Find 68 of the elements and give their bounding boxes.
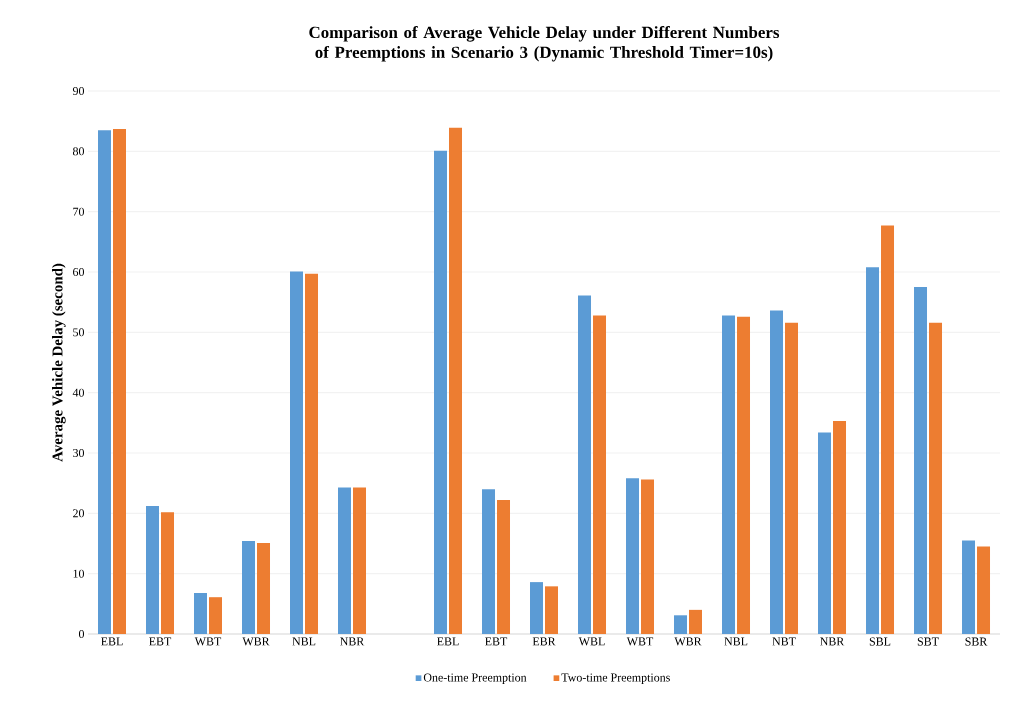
x-tick-label: NBT (772, 637, 796, 646)
x-tick-label: WBL (578, 637, 605, 646)
bar (161, 512, 174, 634)
bar (353, 487, 366, 634)
y-tick-label: 60 (73, 267, 85, 277)
bar (722, 315, 736, 634)
x-tick-label: NBL (292, 637, 316, 646)
y-tick-label: 40 (72, 388, 85, 397)
bar (305, 273, 318, 634)
x-tick-label: EBL (101, 637, 123, 646)
bar (818, 432, 832, 634)
bar (881, 225, 895, 634)
y-tick-label: 50 (73, 328, 85, 337)
y-tick-label: 10 (73, 569, 85, 578)
bar (98, 130, 111, 634)
legend-label: Two-time Preemptions (561, 673, 670, 684)
bar (449, 127, 462, 634)
y-tick-label: 70 (73, 207, 85, 216)
x-tick-label: NBR (340, 637, 365, 646)
bar (338, 487, 351, 634)
y-axis-title: Average Vehicle Delay (second) (52, 263, 66, 462)
bar (209, 597, 222, 634)
y-tick-label: 80 (72, 147, 85, 156)
bar (833, 421, 847, 634)
bar (626, 478, 640, 634)
bar (530, 582, 544, 634)
bar (578, 295, 592, 634)
bar (641, 479, 655, 634)
y-tick-label: 20 (73, 509, 85, 518)
x-tick-label: EBT (149, 637, 172, 646)
bar (113, 129, 126, 634)
x-tick-label: NBR (820, 637, 845, 646)
bar (434, 150, 447, 634)
bar (290, 271, 303, 634)
bar (785, 322, 799, 634)
x-tick-label: WBR (242, 637, 270, 646)
x-tick-label: NBL (724, 637, 748, 646)
x-tick-label: SBR (965, 637, 988, 646)
bar (962, 540, 976, 634)
legend-label: One-time Preemption (423, 673, 527, 684)
bar (689, 609, 703, 634)
x-tick-label: WBT (626, 637, 654, 646)
y-tick-label: 0 (78, 629, 85, 639)
x-tick-label: SBT (917, 637, 939, 646)
bar (257, 542, 270, 634)
bar (545, 586, 559, 634)
x-tick-label: EBL (437, 637, 459, 646)
bar (593, 315, 607, 634)
y-tick-label: 90 (72, 86, 85, 96)
bar (914, 287, 928, 634)
bar (929, 322, 943, 634)
x-tick-label: WBT (194, 637, 222, 646)
bar (497, 500, 510, 634)
y-tick-label: 30 (73, 448, 85, 458)
bar (146, 506, 159, 634)
bar (242, 541, 255, 634)
bar (482, 489, 495, 634)
bar (194, 592, 207, 634)
bar (737, 316, 751, 634)
bar (866, 267, 880, 634)
bar (674, 615, 688, 634)
chart-title: Comparison of Average Vehicle Delay under Different Numbers of Preemptions in Scenario 3 (Dynamic Threshold Timer=10s) (309, 26, 780, 62)
x-tick-label: EBT (485, 637, 508, 646)
bar (770, 310, 784, 634)
x-tick-label: EBR (532, 637, 556, 646)
bar (977, 546, 991, 634)
x-tick-label: SBL (869, 637, 891, 646)
x-tick-label: WBR (674, 637, 702, 646)
